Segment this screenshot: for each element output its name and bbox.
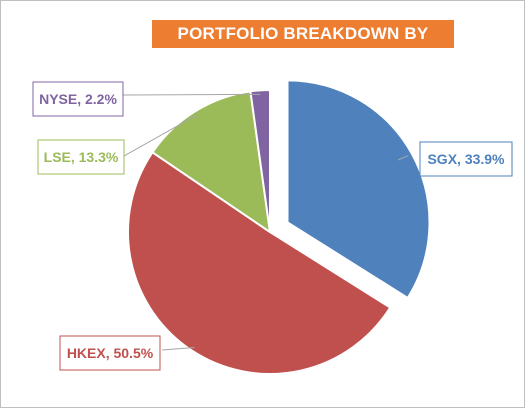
chart-title: PORTFOLIO BREAKDOWN BY MARKET xyxy=(177,24,429,71)
leader-line-lse xyxy=(123,114,198,157)
pie-slice-hkex xyxy=(127,150,392,375)
data-labels: SGX, 33.9% HKEX, 50.5% LSE, 13.3% NYSE, 2.2… xyxy=(32,81,513,371)
data-label-nyse: NYSE, 2.2% xyxy=(39,91,117,107)
leader-lines xyxy=(122,93,409,351)
chart-title-background xyxy=(152,20,454,48)
leader-line-sgx xyxy=(397,155,409,161)
data-label-sgx: SGX, 33.9% xyxy=(427,151,505,167)
leader-line-hkex xyxy=(161,347,195,351)
pie-slices xyxy=(127,79,431,375)
pie-slice-sgx xyxy=(286,79,431,300)
data-label-box-sgx xyxy=(419,141,513,177)
pie-slice-nyse xyxy=(249,88,271,233)
data-label-box-hkex xyxy=(59,335,161,371)
pie-slice-lse xyxy=(151,90,272,235)
leader-line-nyse xyxy=(122,93,261,96)
data-label-box-lse xyxy=(37,139,125,175)
data-label-lse: LSE, 13.3% xyxy=(44,149,119,165)
data-label-hkex: HKEX, 50.5% xyxy=(67,345,154,361)
data-label-box-nyse xyxy=(32,81,124,117)
